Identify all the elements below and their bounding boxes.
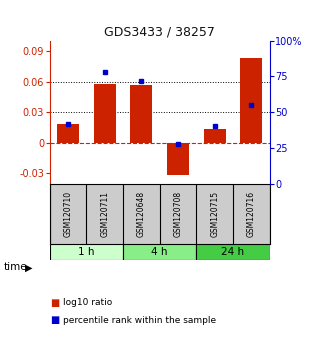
Bar: [196, 244, 270, 260]
Bar: [167, 143, 189, 175]
Bar: [94, 84, 116, 143]
Text: time: time: [3, 262, 27, 272]
Text: GSM120708: GSM120708: [174, 191, 183, 237]
Text: percentile rank within the sample: percentile rank within the sample: [63, 316, 216, 325]
Text: log10 ratio: log10 ratio: [63, 298, 112, 307]
Text: GSM120716: GSM120716: [247, 191, 256, 237]
Text: ■: ■: [50, 298, 59, 308]
Bar: [240, 58, 262, 143]
Text: GSM120710: GSM120710: [64, 191, 73, 237]
Bar: [50, 244, 123, 260]
Text: GSM120648: GSM120648: [137, 191, 146, 237]
Text: 1 h: 1 h: [78, 247, 95, 257]
Bar: [57, 124, 79, 143]
Text: ▶: ▶: [25, 262, 32, 272]
Text: 4 h: 4 h: [152, 247, 168, 257]
Text: ■: ■: [50, 315, 59, 325]
Title: GDS3433 / 38257: GDS3433 / 38257: [104, 25, 215, 38]
Bar: [130, 85, 152, 143]
Text: GSM120711: GSM120711: [100, 191, 109, 237]
Text: 24 h: 24 h: [221, 247, 245, 257]
Bar: [204, 130, 226, 143]
Text: GSM120715: GSM120715: [210, 191, 219, 237]
Bar: [123, 244, 196, 260]
